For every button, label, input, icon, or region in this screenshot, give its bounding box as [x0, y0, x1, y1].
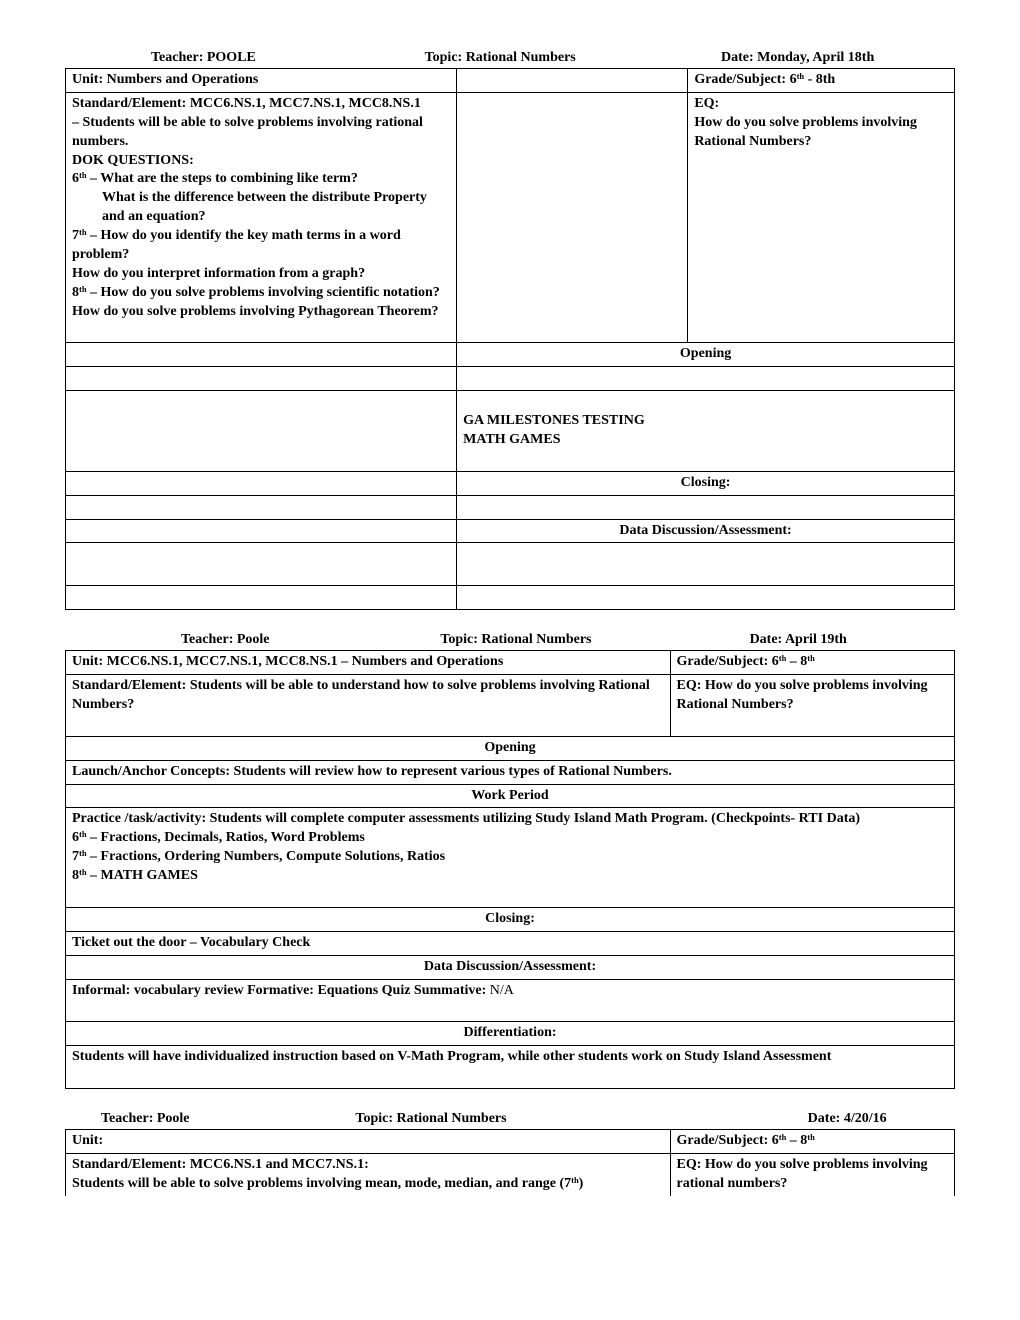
plan2-date: Date: April 19th: [700, 632, 949, 648]
plan1-body-l2: MATH GAMES: [463, 432, 560, 447]
plan2-unit: Unit: MCC6.NS.1, MCC7.NS.1, MCC8.NS.1 – …: [66, 651, 671, 675]
plan1-narrow-4: [66, 471, 457, 495]
plan1-empty: [457, 69, 688, 93]
plan1-opening: Opening: [457, 343, 955, 367]
plan3-teacher: Teacher: Poole: [71, 1111, 355, 1127]
plan1-table: Unit: Numbers and Operations Grade/Subje…: [65, 68, 955, 610]
plan1-narrow-1: [66, 343, 457, 367]
plan1-unit: Unit: Numbers and Operations: [66, 69, 457, 93]
plan1-closing: Closing:: [457, 471, 955, 495]
plan1-eq-text: How do you solve problems involving Rati…: [694, 115, 917, 149]
plan3-standard: Standard/Element: MCC6.NS.1 and MCC7.NS.…: [66, 1153, 671, 1195]
plan2-teacher: Teacher: Poole: [71, 632, 420, 648]
plan1-mid-empty: [457, 92, 688, 343]
plan2-launch: Launch/Anchor Concepts: Students will re…: [66, 760, 955, 784]
plan2-data-disc: Data Discussion/Assessment:: [66, 955, 955, 979]
plan2-diff: Differentiation:: [66, 1022, 955, 1046]
plan1-blank-row: [457, 367, 955, 391]
plan1-dok-title: DOK QUESTIONS:: [72, 153, 194, 168]
plan3-topic: Topic: Rational Numbers: [355, 1111, 807, 1127]
plan1-narrow-3: [66, 391, 457, 472]
plan1-teacher: Teacher: POOLE: [71, 50, 425, 66]
plan2-topic: Topic: Rational Numbers: [420, 632, 699, 648]
plan1-topic: Topic: Rational Numbers: [425, 50, 721, 66]
plan1-date: Date: Monday, April 18th: [721, 50, 949, 66]
plan3-table: Unit: Grade/Subject: 6ᵗʰ – 8ᵗʰ Standard/…: [65, 1129, 955, 1196]
plan1-standard-l1: Standard/Element: MCC6.NS.1, MCC7.NS.1, …: [72, 96, 421, 111]
plan2-standard: Standard/Element: Students will be able …: [66, 675, 671, 737]
plan2-informal-a: Informal: vocabulary review Formative: E…: [72, 983, 486, 998]
plan2-diff-text-span: Students will have individualized instru…: [72, 1049, 831, 1064]
plan1-dok-7b: How do you interpret information from a …: [72, 266, 365, 281]
plan1-body: GA MILESTONES TESTING MATH GAMES: [457, 391, 955, 472]
plan2-eq: EQ: How do you solve problems involving …: [670, 675, 954, 737]
plan1-blank-row-4: [457, 586, 955, 610]
plan1-dok-8b: How do you solve problems involving Pyth…: [72, 304, 439, 319]
plan2-standard-text: Standard/Element: Students will be able …: [72, 678, 650, 712]
plan1-narrow-7: [66, 543, 457, 586]
plan2-diff-text: Students will have individualized instru…: [66, 1046, 955, 1089]
plan2-practice-l2: 6ᵗʰ – Fractions, Decimals, Ratios, Word …: [72, 830, 365, 845]
plan1-dok-8a: 8ᵗʰ – How do you solve problems involvin…: [72, 285, 440, 300]
plan3-standard-l2: Students will be able to solve problems …: [72, 1176, 583, 1191]
plan3-standard-l1: Standard/Element: MCC6.NS.1 and MCC7.NS.…: [72, 1157, 369, 1172]
plan1-grade: Grade/Subject: 6ᵗʰ - 8th: [688, 69, 955, 93]
plan2-practice-l3: 7ᵗʰ – Fractions, Ordering Numbers, Compu…: [72, 849, 445, 864]
plan1-eq-cell: EQ: How do you solve problems involving …: [688, 92, 955, 343]
plan3-eq: EQ: How do you solve problems involving …: [670, 1153, 954, 1195]
plan1-narrow-2: [66, 367, 457, 391]
plan2-informal: Informal: vocabulary review Formative: E…: [66, 979, 955, 1022]
plan1-narrow-8: [66, 586, 457, 610]
plan2-grade: Grade/Subject: 6ᵗʰ – 8ᵗʰ: [670, 651, 954, 675]
plan1-dok-6b: What is the difference between the distr…: [72, 189, 450, 227]
plan1-body-l1: GA MILESTONES TESTING: [463, 413, 645, 428]
plan2-table: Unit: MCC6.NS.1, MCC7.NS.1, MCC8.NS.1 – …: [65, 650, 955, 1089]
plan2-ticket: Ticket out the door – Vocabulary Check: [66, 931, 955, 955]
plan2-practice: Practice /task/activity: Students will c…: [66, 808, 955, 907]
plan2-informal-b: N/A: [486, 983, 514, 998]
plan2-closing: Closing:: [66, 907, 955, 931]
plan1-header: Teacher: POOLE Topic: Rational Numbers D…: [65, 50, 955, 66]
plan1-standard-cell: Standard/Element: MCC6.NS.1, MCC7.NS.1, …: [66, 92, 457, 343]
plan3-header: Teacher: Poole Topic: Rational Numbers D…: [65, 1111, 955, 1127]
plan3-grade: Grade/Subject: 6ᵗʰ – 8ᵗʰ: [670, 1129, 954, 1153]
plan1-blank-row-3: [457, 543, 955, 586]
plan1-dok-6a: 6ᵗʰ – What are the steps to combining li…: [72, 171, 358, 186]
plan2-opening: Opening: [66, 736, 955, 760]
plan1-eq-label: EQ:: [694, 96, 719, 111]
plan2-practice-l1: Practice /task/activity: Students will c…: [72, 811, 860, 826]
plan1-narrow-6: [66, 519, 457, 543]
plan1-dok-7a: 7ᵗʰ – How do you identify the key math t…: [72, 228, 401, 262]
plan2-work-period: Work Period: [66, 784, 955, 808]
plan3-unit: Unit:: [66, 1129, 671, 1153]
plan2-header: Teacher: Poole Topic: Rational Numbers D…: [65, 632, 955, 648]
plan1-narrow-5: [66, 495, 457, 519]
plan2-practice-l4: 8ᵗʰ – MATH GAMES: [72, 868, 198, 883]
plan1-blank-row-2: [457, 495, 955, 519]
plan1-standard-l2: – Students will be able to solve problem…: [72, 115, 423, 149]
plan3-date: Date: 4/20/16: [808, 1111, 949, 1127]
plan1-data-disc: Data Discussion/Assessment:: [457, 519, 955, 543]
